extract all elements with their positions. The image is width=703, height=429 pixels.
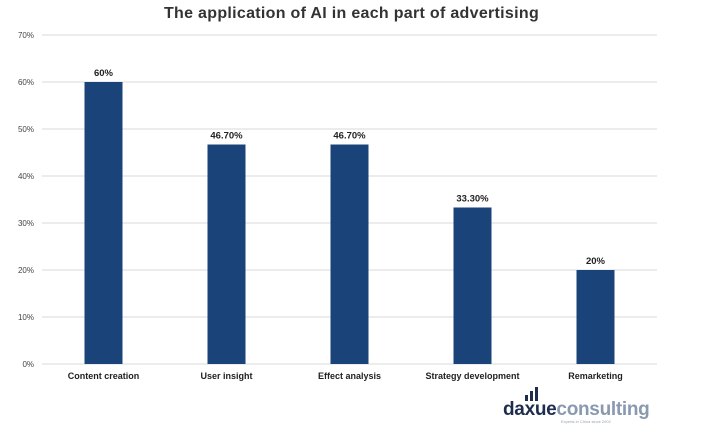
logo-bars-icon [525, 387, 545, 401]
bar [84, 82, 123, 364]
bars [84, 82, 615, 364]
x-category-label: Strategy development [425, 371, 519, 381]
y-tick-label: 50% [18, 125, 34, 134]
x-category-label: User insight [200, 371, 252, 381]
bar-value-label: 60% [94, 68, 114, 79]
y-tick-label: 70% [18, 31, 34, 40]
bar-value-label: 46.70% [333, 131, 366, 142]
x-category-label: Effect analysis [318, 371, 381, 381]
x-axis-labels: Content creation User insight Effect analy… [68, 371, 623, 381]
y-tick-label: 30% [18, 219, 34, 228]
bar [576, 270, 615, 364]
logo-tagline: Experts in China since 2002 [561, 419, 611, 424]
y-tick-label: 10% [18, 313, 34, 322]
daxue-consulting-logo: daxueconsulting Experts in China since 2… [503, 385, 673, 425]
x-category-label: Remarketing [568, 371, 623, 381]
chart-title: The application of AI in each part of ad… [163, 5, 540, 22]
y-tick-label: 20% [18, 266, 34, 275]
bar-value-label: 20% [586, 256, 606, 267]
value-labels: 60% 46.70% 46.70% 33.30% 20% [94, 68, 606, 267]
y-axis-ticks: 0% 10% 20% 30% 40% 50% 60% 70% [18, 31, 34, 369]
bar [330, 144, 369, 364]
bar [453, 207, 492, 364]
bar [207, 144, 246, 364]
bar-value-label: 46.70% [210, 131, 243, 142]
y-tick-label: 40% [18, 172, 34, 181]
bar-value-label: 33.30% [456, 193, 489, 204]
y-tick-label: 60% [18, 78, 34, 87]
logo-wordmark: daxueconsulting [503, 399, 650, 420]
y-tick-label: 0% [22, 360, 34, 369]
x-category-label: Content creation [68, 371, 140, 381]
